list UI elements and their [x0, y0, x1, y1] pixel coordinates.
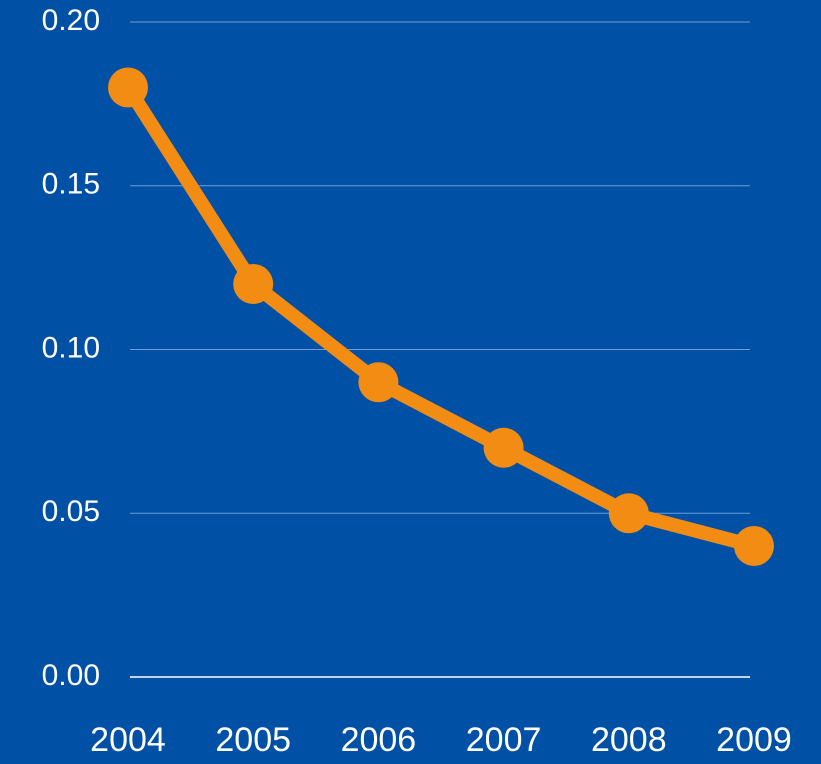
line [122, 83, 756, 553]
y-tick-label: 0.15 [42, 168, 100, 201]
point [108, 67, 148, 108]
y-tick-label: 0.10 [42, 331, 100, 364]
x-tick-label: 2006 [341, 721, 417, 759]
y-tick-label: 0.20 [42, 4, 100, 37]
point [233, 264, 274, 304]
x-tick-label: 2005 [215, 721, 291, 759]
y-tick-label: 0.00 [42, 659, 100, 692]
x-tick-label: 2004 [90, 721, 166, 759]
point [734, 526, 774, 566]
x-tick-label: 2007 [466, 721, 542, 759]
point [483, 427, 524, 468]
point [608, 493, 649, 534]
y-tick-label: 0.05 [42, 495, 100, 528]
point [358, 362, 399, 403]
x-tick-label: 2009 [716, 721, 792, 759]
x-tick-label: 2008 [591, 721, 667, 759]
